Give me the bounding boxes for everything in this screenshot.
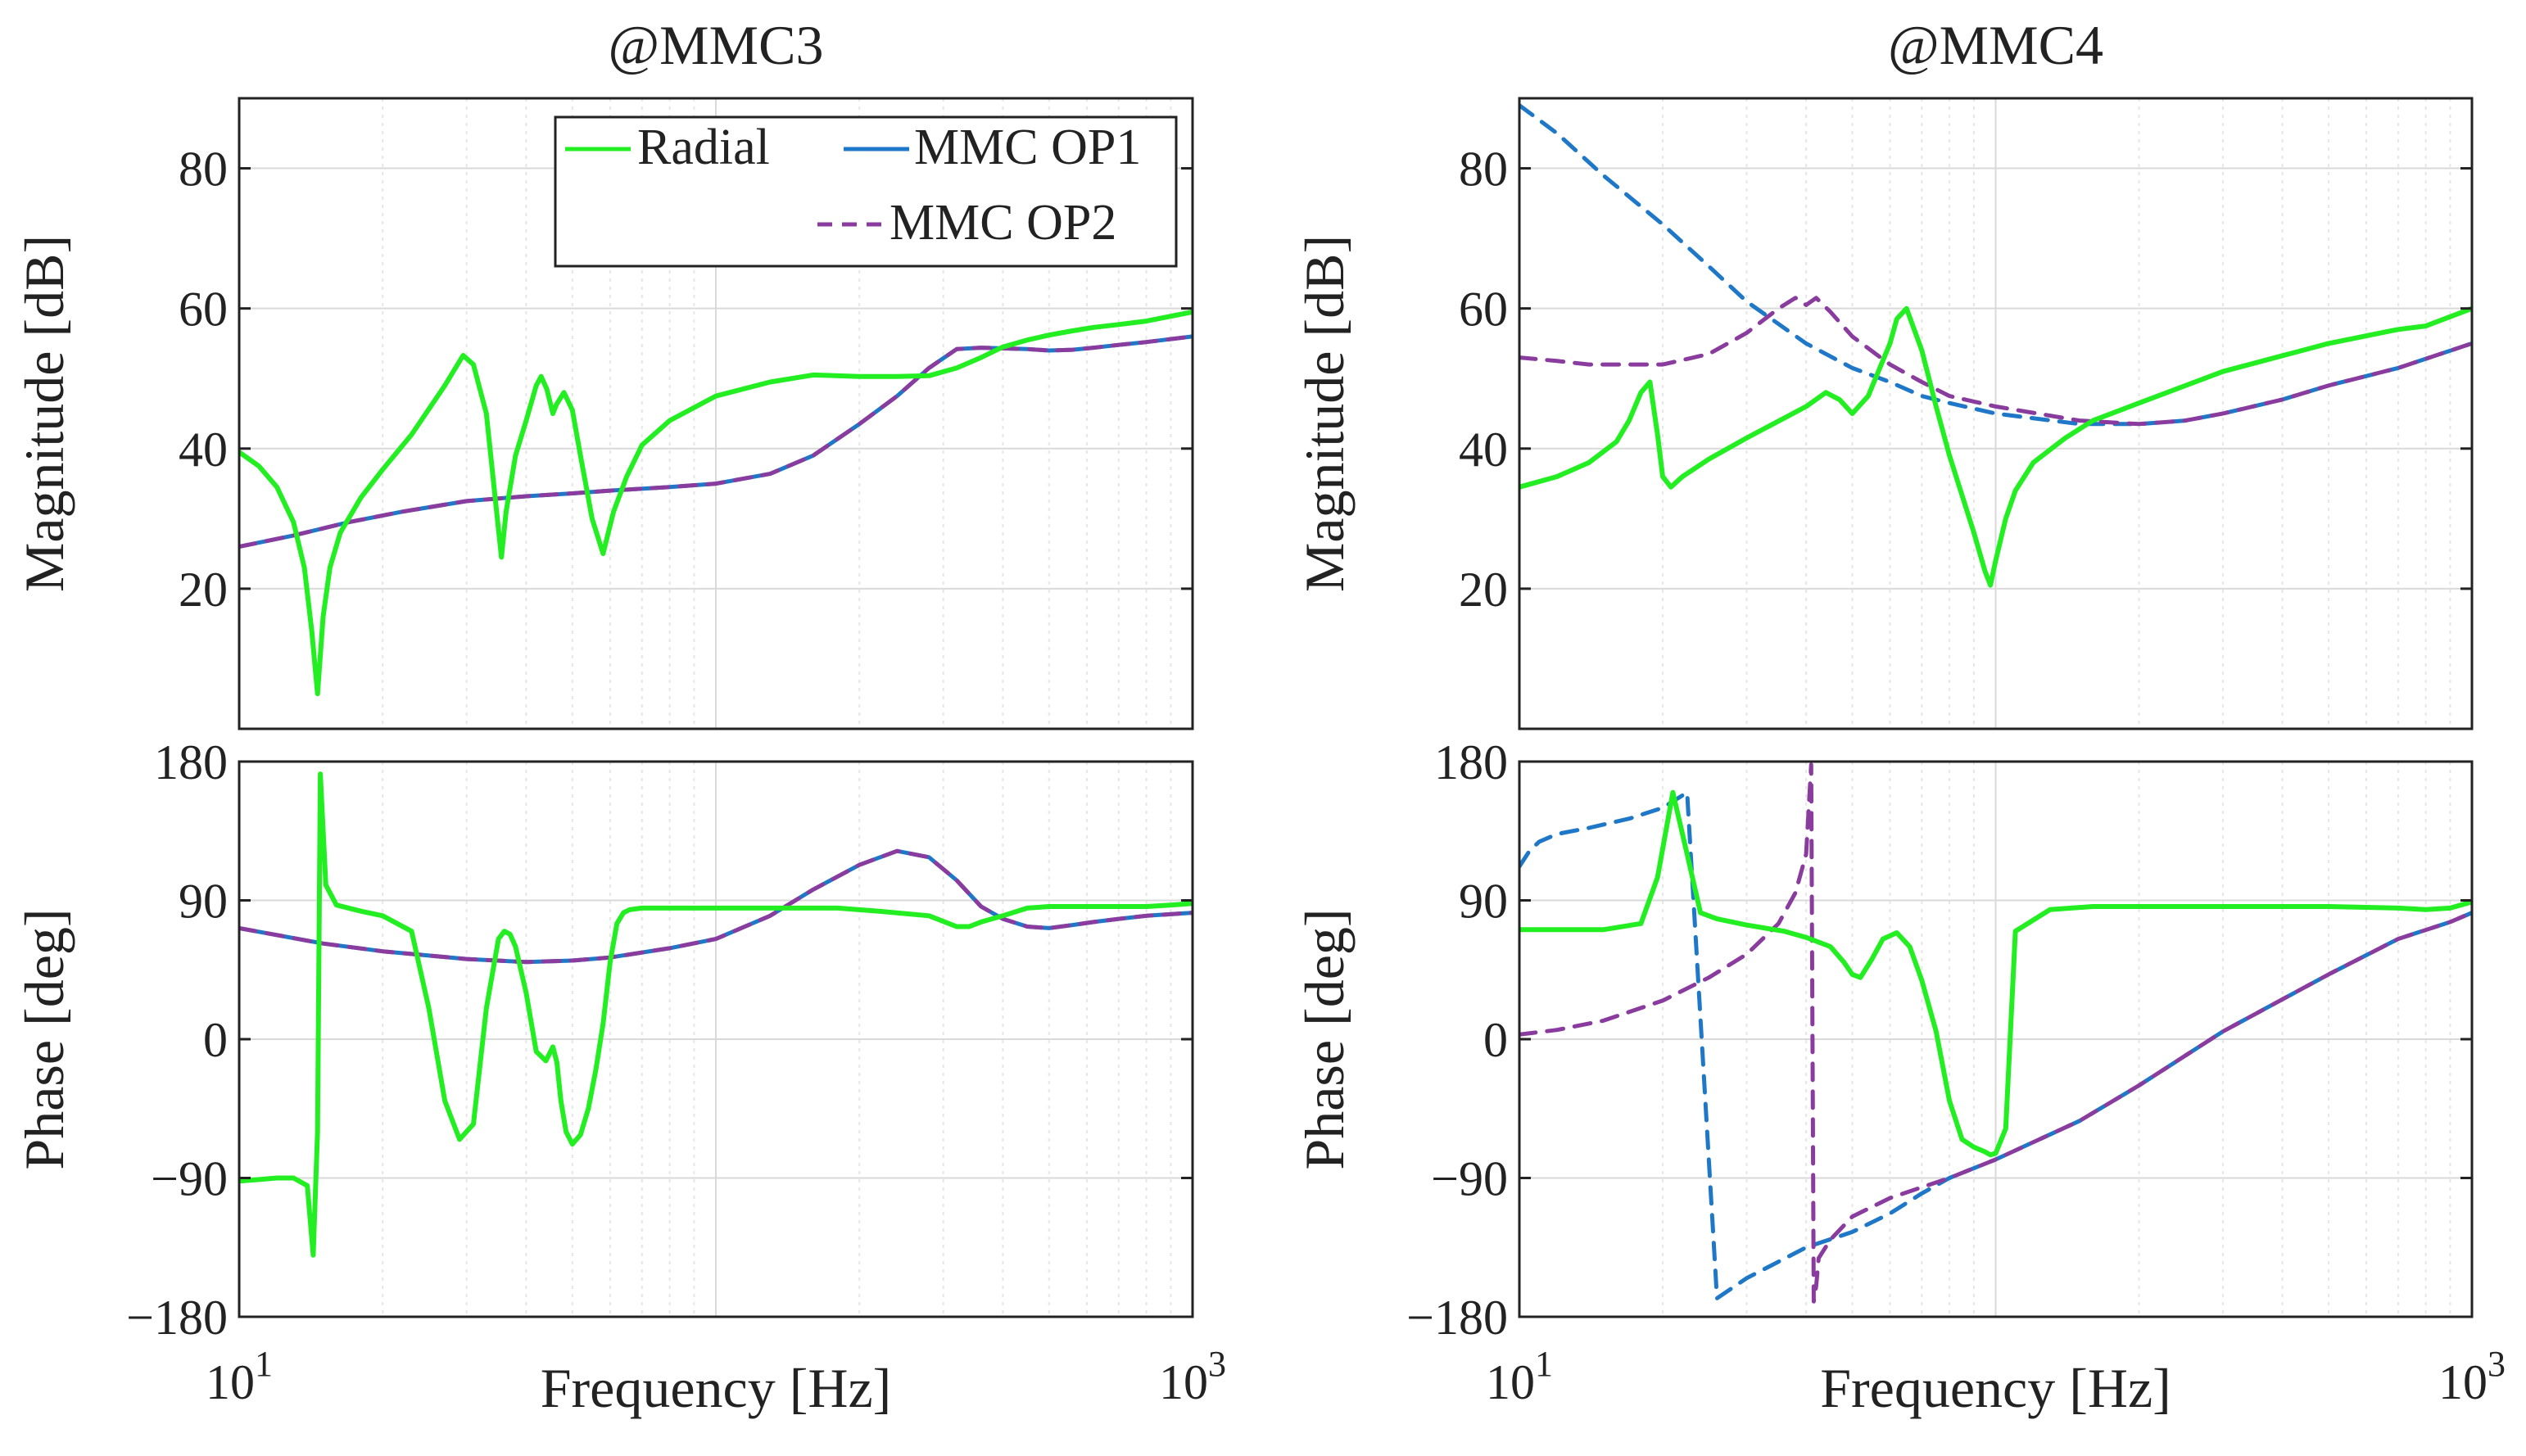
x-tick-exponent: 1 bbox=[1535, 1344, 1553, 1384]
y-tick-label: 60 bbox=[179, 283, 228, 337]
x-tick-label: 103 bbox=[2438, 1344, 2506, 1409]
x-tick-label: 103 bbox=[1159, 1344, 1226, 1409]
y-tick-label: −180 bbox=[126, 1291, 228, 1345]
y-axis-title: Magnitude [dB] bbox=[13, 235, 75, 592]
y-tick-label: 60 bbox=[1459, 283, 1508, 337]
series-radial-line bbox=[1519, 305, 2472, 588]
y-tick-label: −90 bbox=[151, 1152, 228, 1206]
x-tick-base: 10 bbox=[2438, 1355, 2488, 1409]
series-op2-line bbox=[239, 334, 1193, 549]
series-op2-line bbox=[239, 848, 1193, 965]
y-tick-label: 40 bbox=[179, 423, 228, 477]
legend: Radial MMC OP1 MMC OP2 bbox=[554, 115, 1178, 268]
legend-label-op1: MMC OP1 bbox=[914, 120, 1141, 175]
y-tick-label: 90 bbox=[1459, 875, 1508, 929]
series-radial-line bbox=[239, 771, 1193, 1258]
x-axis-title: Frequency [Hz] bbox=[1820, 1357, 2171, 1419]
legend-label-radial: Radial bbox=[637, 120, 770, 175]
mmc3-magnitude-axes: 20 40 60 80 Magnitude [dB] @MMC3 Radial MMC OP1… bbox=[13, 14, 1194, 730]
x-tick-label: 101 bbox=[1486, 1344, 1553, 1409]
x-axis-title: Frequency [Hz] bbox=[541, 1357, 892, 1419]
series-radial-line bbox=[239, 309, 1193, 697]
x-tick-base: 10 bbox=[1159, 1355, 1208, 1409]
y-tick-label: 20 bbox=[179, 563, 228, 617]
mmc3-magnitude-frame bbox=[238, 97, 1194, 730]
panel-title: @MMC4 bbox=[1888, 14, 2103, 76]
y-tick-label: 80 bbox=[1459, 142, 1508, 197]
y-tick-label: −180 bbox=[1406, 1291, 1508, 1345]
y-tick-label: 180 bbox=[154, 735, 228, 789]
x-tick-base: 10 bbox=[206, 1355, 255, 1409]
x-tick-exponent: 3 bbox=[1208, 1344, 1226, 1384]
y-axis-title: Phase [deg] bbox=[13, 908, 75, 1169]
x-tick-exponent: 3 bbox=[2488, 1344, 2506, 1384]
y-axis-title: Phase [deg] bbox=[1293, 908, 1356, 1169]
y-axis-title: Magnitude [dB] bbox=[1293, 235, 1356, 592]
y-tick-label: 80 bbox=[179, 142, 228, 197]
y-tick-label: 40 bbox=[1459, 423, 1508, 477]
y-tick-label: 0 bbox=[203, 1013, 228, 1067]
y-tick-label: 20 bbox=[1459, 563, 1508, 617]
legend-box bbox=[554, 115, 1178, 268]
mmc4-magnitude-axes: 20 40 60 80 Magnitude [dB] @MMC4 bbox=[1293, 14, 2474, 730]
y-tick-label: 180 bbox=[1434, 735, 1508, 789]
x-tick-label: 101 bbox=[206, 1344, 273, 1409]
legend-label-op2: MMC OP2 bbox=[890, 195, 1116, 251]
y-tick-label: −90 bbox=[1431, 1152, 1508, 1206]
series-op2-line bbox=[1519, 296, 2472, 427]
x-tick-exponent: 1 bbox=[255, 1344, 273, 1384]
panel-title: @MMC3 bbox=[609, 14, 824, 76]
series-radial-line bbox=[1519, 789, 2472, 1158]
y-tick-label: 90 bbox=[179, 875, 228, 929]
mmc4-magnitude-frame bbox=[1518, 97, 2474, 730]
y-tick-label: 0 bbox=[1483, 1013, 1508, 1067]
series-op2-line bbox=[1519, 762, 2472, 1304]
x-tick-base: 10 bbox=[1486, 1355, 1535, 1409]
